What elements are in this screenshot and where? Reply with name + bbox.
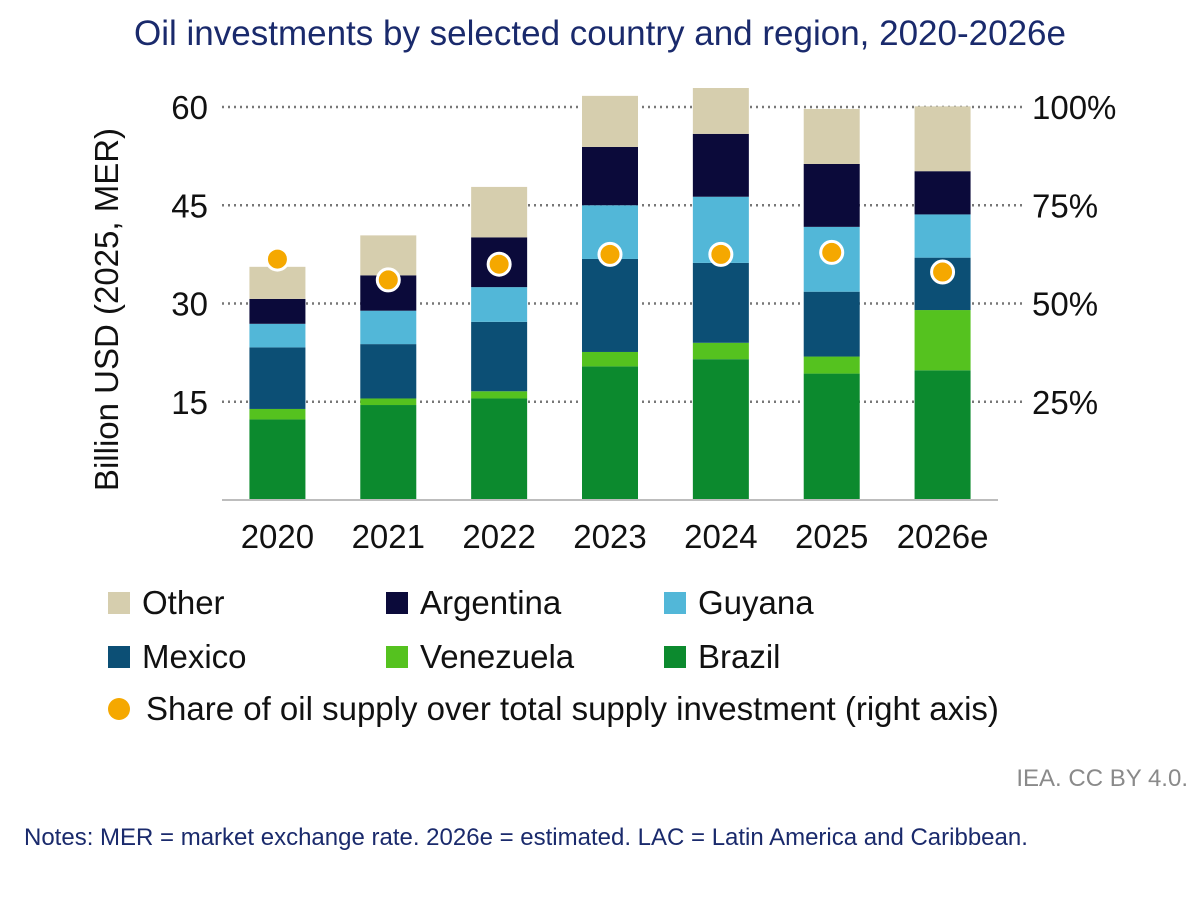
- chart-notes: Notes: MER = market exchange rate. 2026e…: [24, 824, 1028, 851]
- bar-brazil-2026e: [914, 370, 971, 500]
- legend-label-share: Share of oil supply over total supply in…: [146, 690, 999, 727]
- bar-venezuela-2026e: [914, 310, 971, 371]
- bar-argentina-2026e: [914, 171, 971, 215]
- legend-label-venezuela: Venezuela: [420, 638, 575, 675]
- y2-tick-label: 75%: [1032, 187, 1098, 224]
- bar-argentina-2020: [249, 298, 306, 324]
- legend-item-brazil: Brazil: [664, 638, 781, 676]
- bar-mexico-2022: [471, 321, 528, 392]
- bar-brazil-2021: [360, 405, 417, 500]
- bar-guyana-2026e: [914, 214, 971, 258]
- legend-item-venezuela: Venezuela: [386, 638, 574, 676]
- legend-label-brazil: Brazil: [698, 638, 781, 675]
- bar-argentina-2023: [582, 146, 638, 206]
- legend-item-share: Share of oil supply over total supply in…: [108, 690, 999, 728]
- bar-other-2025: [803, 108, 860, 164]
- bar-other-2024: [692, 88, 749, 134]
- share-point-2023: [597, 241, 623, 267]
- y-tick-label: 45: [171, 187, 208, 224]
- chart-title: Oil investments by selected country and …: [134, 14, 1066, 53]
- y-axis-label: Billion USD (2025, MER): [88, 128, 125, 491]
- y2-tick-label: 100%: [1032, 89, 1116, 126]
- bar-argentina-2024: [692, 133, 749, 197]
- share-point-2022: [486, 251, 512, 277]
- bar-brazil-2025: [803, 373, 860, 500]
- share-point-2021: [375, 267, 401, 293]
- x-tick-label: 2020: [241, 518, 314, 555]
- legend-swatch-venezuela: [386, 646, 408, 668]
- x-tick-label: 2023: [573, 518, 646, 555]
- share-point-2024: [708, 241, 734, 267]
- share-point-2020: [264, 246, 290, 272]
- bar-guyana-2021: [360, 310, 417, 345]
- bar-guyana-2022: [471, 287, 528, 322]
- legend-swatch-other: [108, 592, 130, 614]
- y2-tick-label: 25%: [1032, 384, 1098, 421]
- legend-dot-share: [108, 698, 130, 720]
- bar-other-2026e: [914, 106, 971, 172]
- bar-other-2022: [471, 186, 528, 238]
- bar-brazil-2020: [249, 419, 306, 500]
- legend-swatch-brazil: [664, 646, 686, 668]
- bar-venezuela-2023: [582, 351, 638, 367]
- legend-swatch-argentina: [386, 592, 408, 614]
- legend-swatch-mexico: [108, 646, 130, 668]
- bar-other-2023: [582, 95, 638, 147]
- bar-brazil-2023: [582, 366, 638, 500]
- x-tick-label: 2025: [795, 518, 868, 555]
- bar-brazil-2024: [692, 359, 749, 500]
- bar-venezuela-2025: [803, 356, 860, 374]
- legend-label-other: Other: [142, 584, 225, 621]
- x-tick-label: 2024: [684, 518, 757, 555]
- source-credit: IEA. CC BY 4.0.: [1016, 765, 1188, 792]
- share-point-2025: [819, 239, 845, 265]
- bar-mexico-2024: [692, 262, 749, 343]
- bar-mexico-2021: [360, 344, 417, 399]
- y-tick-label: 60: [171, 89, 208, 126]
- legend-item-argentina: Argentina: [386, 584, 561, 622]
- legend-label-mexico: Mexico: [142, 638, 247, 675]
- bar-argentina-2025: [803, 163, 860, 227]
- bar-other-2020: [249, 266, 306, 299]
- share-point-2026e: [930, 259, 956, 285]
- x-tick-label: 2026e: [897, 518, 989, 555]
- bar-mexico-2025: [803, 291, 860, 357]
- legend-item-mexico: Mexico: [108, 638, 247, 676]
- legend-swatch-guyana: [664, 592, 686, 614]
- bar-guyana-2020: [249, 323, 306, 348]
- bar-venezuela-2021: [360, 398, 417, 406]
- y-tick-label: 30: [171, 286, 208, 323]
- bar-venezuela-2024: [692, 342, 749, 360]
- legend-item-guyana: Guyana: [664, 584, 814, 622]
- legend-item-other: Other: [108, 584, 225, 622]
- legend-label-argentina: Argentina: [420, 584, 562, 621]
- bar-mexico-2020: [249, 347, 306, 409]
- x-tick-label: 2021: [352, 518, 425, 555]
- y2-tick-label: 50%: [1032, 286, 1098, 323]
- legend-label-guyana: Guyana: [698, 584, 814, 621]
- x-tick-label: 2022: [462, 518, 535, 555]
- bar-brazil-2022: [471, 398, 528, 500]
- y-tick-label: 15: [171, 384, 208, 421]
- bar-venezuela-2022: [471, 391, 528, 399]
- bar-venezuela-2020: [249, 408, 306, 420]
- bar-mexico-2023: [582, 258, 638, 352]
